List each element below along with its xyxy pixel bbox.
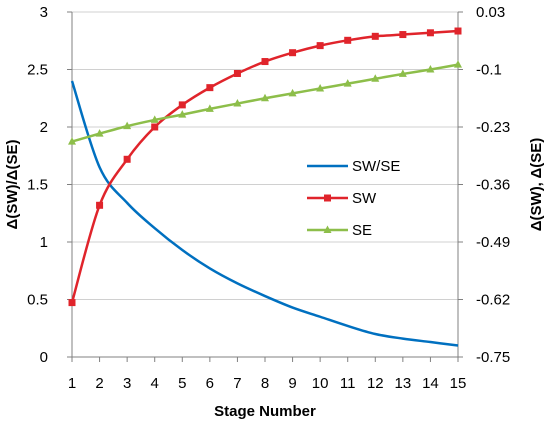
y-left-tick-label: 2.5: [27, 62, 48, 79]
y-axis-left-title: Δ(SW)/Δ(SE): [4, 140, 21, 230]
data-point-se: [316, 84, 325, 92]
x-tick-label: 2: [95, 375, 103, 392]
data-point-se: [454, 60, 462, 68]
y-left-tick-label: 1: [40, 234, 48, 251]
tick-labels: 1 2 3 4 5 6 7 8 9 10 11 12 13 14 1500.511.522.53-0.75-…: [27, 4, 510, 392]
axes: [67, 11, 463, 362]
series-line-sw-se: [70, 80, 459, 347]
data-point-sw: [96, 201, 104, 209]
data-point-sw: [178, 101, 186, 109]
data-point-sw: [206, 84, 214, 92]
data-point-se: [343, 79, 352, 87]
data-point-se: [371, 74, 380, 82]
y-left-tick-label: 1.5: [27, 177, 48, 194]
data-point-se: [233, 99, 242, 107]
legend-label-sw-se: SW/SE: [352, 158, 400, 175]
series-se: [68, 60, 462, 145]
series-layer: [68, 27, 462, 347]
x-axis-title: Stage Number: [214, 403, 316, 420]
y-right-tick-label: -0.1: [476, 62, 502, 79]
data-point-sw: [399, 31, 407, 39]
data-point-se: [426, 65, 435, 73]
x-tick-label: 15: [450, 375, 467, 392]
x-tick-label: 1: [68, 375, 76, 392]
y-left-tick-label: 2: [40, 119, 48, 136]
data-point-sw: [316, 42, 324, 50]
y-right-tick-label: 0.03: [476, 4, 505, 21]
legend-item-se: SE: [307, 222, 372, 239]
legend-label-sw: SW: [352, 190, 377, 207]
legend-item-sw: SW: [307, 190, 377, 207]
data-point-se: [261, 93, 269, 102]
series-sw: [68, 27, 462, 307]
data-point-sw: [289, 49, 297, 57]
data-point-sw: [344, 36, 352, 44]
x-tick-label: 13: [395, 375, 412, 392]
x-tick-label: 3: [123, 375, 131, 392]
data-point-sw: [151, 123, 159, 131]
data-point-se: [288, 88, 297, 97]
data-point-se: [68, 137, 76, 145]
y-right-tick-label: -0.36: [476, 177, 510, 194]
y-right-tick-label: -0.23: [476, 119, 510, 136]
x-tick-label: 14: [422, 375, 439, 392]
legend: SW/SE SW SE: [307, 158, 400, 239]
x-tick-label: 9: [288, 375, 296, 392]
data-point-sw: [426, 29, 434, 37]
data-point-se: [95, 129, 104, 137]
y-right-tick-label: -0.62: [476, 292, 510, 309]
data-point-sw: [371, 32, 379, 40]
y-axis-right-title: Δ(SW), Δ(SE): [528, 138, 545, 232]
x-tick-label: 10: [312, 375, 329, 392]
y-right-tick-label: -0.75: [476, 349, 510, 366]
data-point-se: [205, 104, 214, 112]
data-point-sw: [123, 155, 131, 163]
legend-marker-se: [323, 225, 332, 233]
data-point-sw: [233, 69, 241, 77]
x-tick-label: 6: [206, 375, 214, 392]
data-point-se: [398, 69, 407, 77]
data-point-sw: [261, 58, 269, 66]
x-tick-label: 7: [233, 375, 241, 392]
y-left-tick-label: 0: [40, 349, 48, 366]
data-point-se: [178, 110, 187, 118]
x-tick-label: 12: [367, 375, 384, 392]
data-point-se: [150, 115, 159, 123]
data-point-se: [123, 121, 132, 130]
x-tick-label: 8: [261, 375, 269, 392]
data-point-sw: [454, 27, 462, 35]
x-tick-label: 5: [178, 375, 186, 392]
gridlines: [72, 11, 458, 358]
series-sw-se: [70, 80, 459, 347]
y-right-tick-label: -0.49: [476, 234, 510, 251]
y-left-tick-label: 0.5: [27, 292, 48, 309]
y-left-tick-label: 3: [40, 4, 48, 21]
x-tick-label: 4: [151, 375, 159, 392]
legend-item-sw-se: SW/SE: [307, 158, 400, 175]
x-tick-label: 11: [340, 375, 356, 392]
legend-label-se: SE: [352, 222, 372, 239]
legend-marker-sw: [324, 194, 331, 202]
data-point-sw: [68, 299, 76, 307]
